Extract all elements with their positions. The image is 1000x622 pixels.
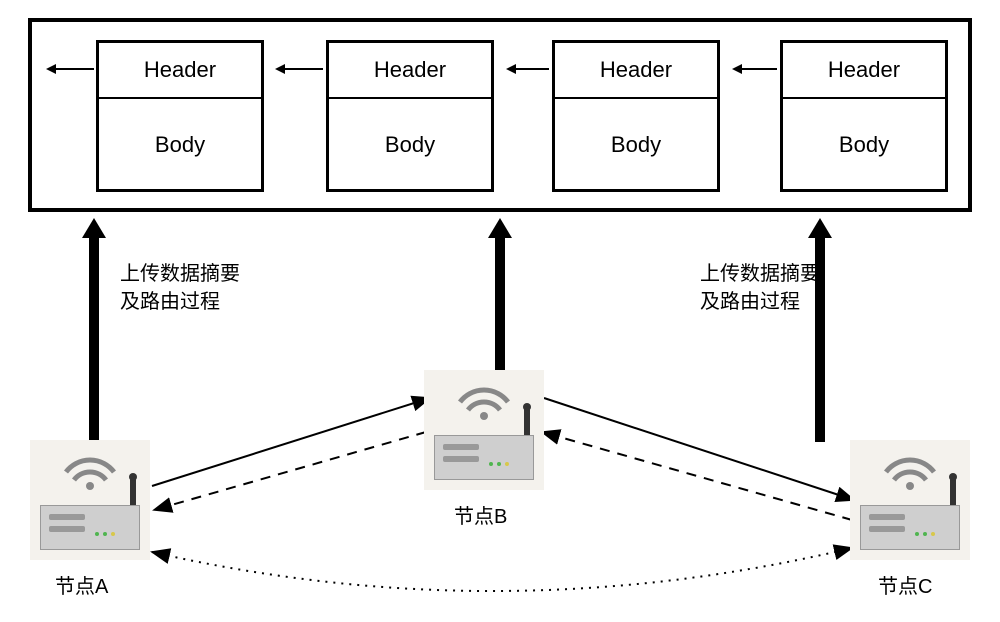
- upload-arrow-A: [89, 236, 99, 442]
- packet-1-header: Header: [99, 43, 261, 99]
- router-C-icon: [850, 440, 970, 560]
- upload-label-left-line2: 及路由过程: [120, 291, 220, 313]
- antenna-icon: [950, 479, 956, 507]
- upload-label-right-line2: 及路由过程: [700, 291, 800, 313]
- upload-label-left: 上传数据摘要 及路由过程: [120, 260, 240, 316]
- wifi-icon: [880, 450, 940, 490]
- upload-arrow-B: [495, 236, 505, 372]
- packet-2: Header Body: [326, 40, 494, 192]
- line-solid-AB: [152, 398, 430, 486]
- router-body-icon: [434, 435, 534, 480]
- router-body-icon: [860, 505, 960, 550]
- upload-label-right-line1: 上传数据摘要: [700, 263, 820, 285]
- router-body-icon: [40, 505, 140, 550]
- link-arrow-2: [285, 68, 323, 70]
- packet-1: Header Body: [96, 40, 264, 192]
- node-C-label: 节点C: [878, 570, 932, 599]
- router-C: [850, 440, 970, 560]
- packet-4-header: Header: [783, 43, 945, 99]
- antenna-icon: [524, 409, 530, 437]
- line-dashed-BA: [154, 432, 426, 510]
- line-dashed-CB: [542, 432, 852, 520]
- router-B: [424, 370, 544, 490]
- packet-4: Header Body: [780, 40, 948, 192]
- wifi-icon: [60, 450, 120, 490]
- upload-label-right: 上传数据摘要 及路由过程: [700, 260, 820, 316]
- packet-3: Header Body: [552, 40, 720, 192]
- router-A: [30, 440, 150, 560]
- packet-3-body: Body: [555, 99, 717, 191]
- diagram-canvas: Header Body Header Body Header Body Head…: [0, 0, 1000, 622]
- node-A-label: 节点A: [55, 570, 108, 599]
- packet-1-body: Body: [99, 99, 261, 191]
- line-solid-BC: [544, 398, 854, 500]
- node-B-label: 节点B: [454, 500, 507, 529]
- wifi-icon: [454, 380, 514, 420]
- router-A-icon: [30, 440, 150, 560]
- packet-2-body: Body: [329, 99, 491, 191]
- packet-2-header: Header: [329, 43, 491, 99]
- line-dotted-AC: [152, 548, 852, 591]
- upload-label-left-line1: 上传数据摘要: [120, 263, 240, 285]
- packet-3-header: Header: [555, 43, 717, 99]
- router-B-icon: [424, 370, 544, 490]
- link-arrow-1: [56, 68, 94, 70]
- antenna-icon: [130, 479, 136, 507]
- link-arrow-4: [742, 68, 777, 70]
- link-arrow-3: [516, 68, 549, 70]
- packet-4-body: Body: [783, 99, 945, 191]
